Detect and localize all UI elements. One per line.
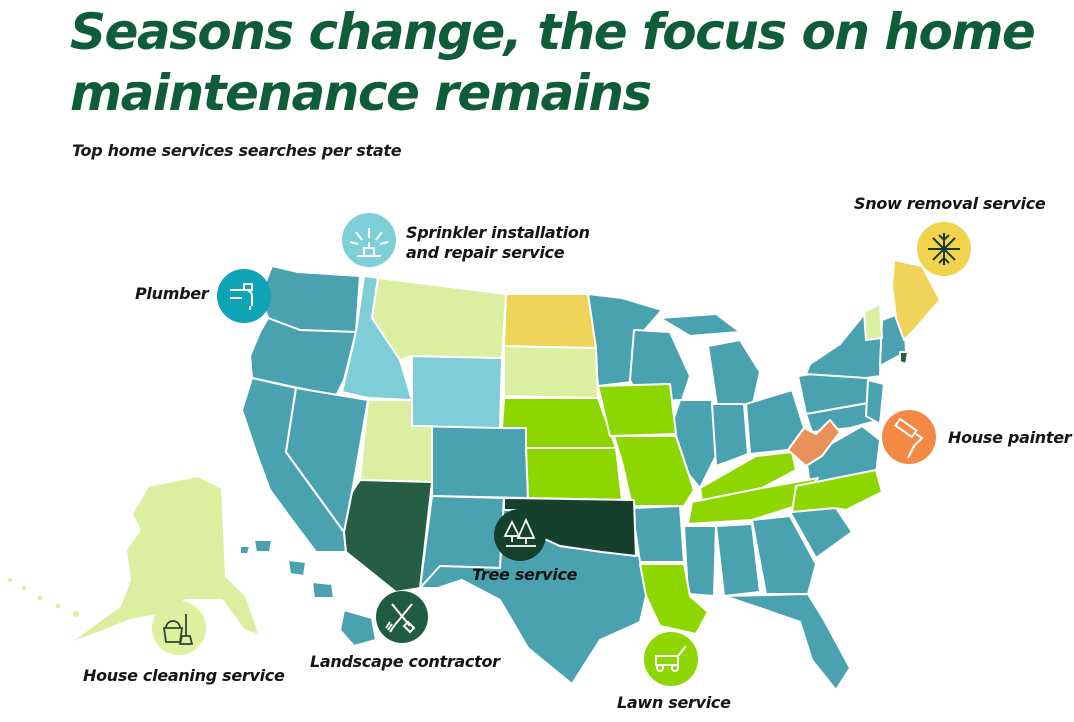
- page-subtitle: Top home services searches per state: [72, 141, 402, 160]
- state-montana: [371, 277, 507, 361]
- cleaning-label: House cleaning service: [83, 666, 285, 685]
- state-arizona: [343, 479, 433, 593]
- state-michigan: [707, 339, 761, 413]
- sprinkler-states: [341, 275, 503, 429]
- plumber-label: Plumber: [135, 284, 209, 303]
- hawaii-kauai: [253, 539, 273, 553]
- bucket-broom-icon: [162, 614, 194, 645]
- state-michigan-up: [659, 313, 741, 337]
- aleutian-dot: [55, 603, 61, 609]
- landscape-label: Landscape contractor: [310, 652, 500, 671]
- cleaning-states: [67, 277, 883, 645]
- hawaii-maui: [311, 581, 335, 599]
- pine-trees-icon: [503, 517, 536, 547]
- tree-label: Tree service: [472, 565, 578, 584]
- page-title: Seasons change, the focus on home mainte…: [70, 2, 1036, 124]
- state-arkansas: [631, 505, 685, 563]
- aleutian-dot: [22, 586, 26, 590]
- shovel-rake-icon: [385, 603, 416, 634]
- plumber-states: [241, 265, 907, 691]
- faucet-pipe-icon: [230, 283, 253, 310]
- state-oklahoma: [503, 497, 637, 557]
- snowflake-icon: [928, 233, 960, 265]
- paint-roller-icon: [894, 417, 924, 459]
- state-kansas: [525, 447, 623, 501]
- state-louisiana: [639, 563, 709, 635]
- aleutian-dot: [37, 595, 43, 601]
- landscape-badge: [376, 591, 428, 643]
- state-iowa: [597, 383, 677, 437]
- plumber-badge-circle: [217, 269, 271, 323]
- lawn-states: [501, 383, 883, 635]
- snow-badge: [917, 222, 971, 276]
- state-maine: [891, 259, 941, 341]
- state-west-virginia: [787, 419, 841, 467]
- cleaning-badge: [152, 601, 206, 655]
- state-alabama: [715, 523, 761, 597]
- state-georgia: [751, 515, 817, 595]
- state-south-dakota: [503, 345, 599, 399]
- state-missouri: [613, 435, 695, 507]
- sprinkler-label: Sprinkler installation and repair servic…: [406, 223, 590, 263]
- state-wyoming: [411, 355, 503, 429]
- painter-label: House painter: [948, 428, 1072, 447]
- plumber-badge: [217, 269, 271, 323]
- state-hawaii: [239, 539, 377, 647]
- painter-badge: [882, 410, 936, 464]
- state-indiana: [711, 403, 749, 467]
- state-rhode-island: [899, 351, 909, 365]
- state-nj-de: [865, 379, 885, 425]
- sprinkler-badge-circle: [342, 213, 396, 267]
- lawn-badge: [644, 632, 698, 686]
- lawn-mower-icon: [655, 645, 687, 672]
- state-florida: [723, 593, 851, 691]
- tree-badge: [494, 509, 546, 561]
- aleutian-dot: [8, 578, 12, 582]
- sprinkler-label-line-2: and repair service: [406, 243, 565, 262]
- sprinkler-label-line-1: Sprinkler installation: [406, 223, 590, 242]
- snow-states: [503, 259, 941, 349]
- state-vermont: [863, 303, 883, 341]
- state-colorado: [431, 425, 529, 499]
- state-mississippi: [683, 525, 717, 597]
- aleutian-islands: [8, 578, 79, 617]
- title-line-1: Seasons change, the focus on home: [70, 3, 1036, 61]
- sprinkler-badge: [342, 213, 396, 267]
- painter-badge-circle: [882, 410, 936, 464]
- lawn-badge-circle: [644, 632, 698, 686]
- hawaii-oahu: [287, 559, 307, 577]
- hawaii-big-island: [339, 609, 377, 647]
- state-north-carolina: [791, 469, 883, 513]
- snow-label: Snow removal service: [854, 194, 1046, 213]
- sprinkler-icon: [349, 228, 389, 257]
- lawn-label: Lawn service: [617, 693, 731, 712]
- aleutian-dot: [73, 611, 79, 617]
- hawaii-niihau: [239, 545, 251, 555]
- state-north-dakota: [503, 293, 597, 349]
- title-line-2: maintenance remains: [70, 64, 652, 122]
